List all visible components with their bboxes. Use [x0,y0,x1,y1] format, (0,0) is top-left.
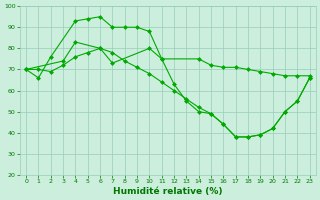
X-axis label: Humidité relative (%): Humidité relative (%) [113,187,223,196]
